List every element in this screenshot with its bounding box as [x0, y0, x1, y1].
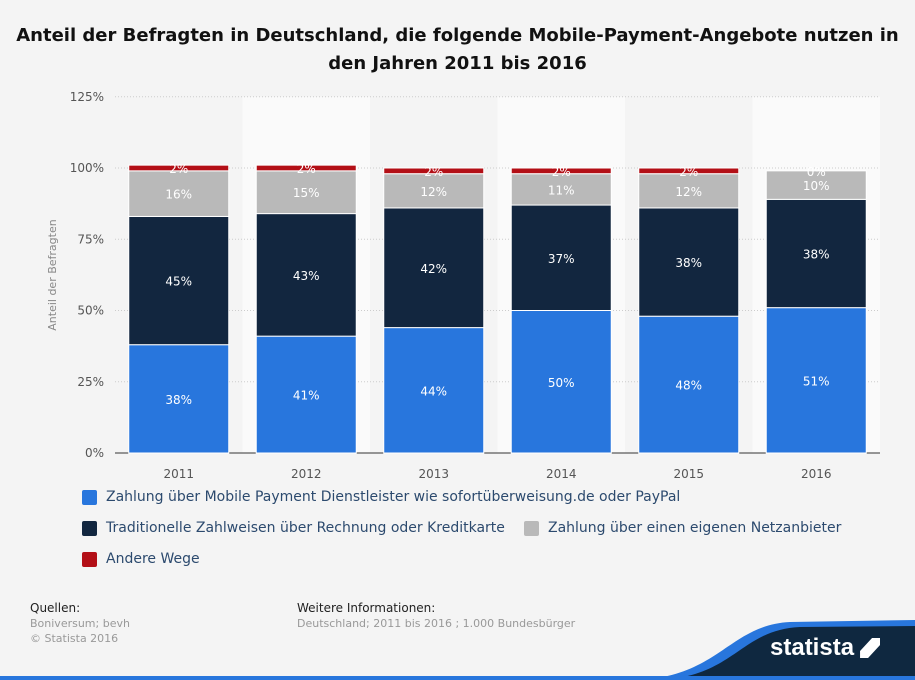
bar-segment: [510, 173, 612, 206]
data-label: 43%: [293, 269, 320, 283]
x-tick-label: 2012: [291, 467, 322, 481]
bar-segment: [255, 335, 357, 454]
bar-segment: [638, 167, 740, 175]
legend-label: Zahlung über einen eigenen Netzanbieter: [548, 520, 842, 536]
data-label: 50%: [548, 376, 575, 390]
chart-title: Anteil der Befragten in Deutschland, die…: [16, 25, 899, 74]
data-label: 2%: [552, 165, 571, 179]
bar-segment: [638, 173, 740, 209]
data-label: 45%: [165, 275, 192, 289]
bar-segment: [383, 327, 485, 454]
y-tick-label: 75%: [77, 232, 104, 246]
footer-band: [0, 620, 915, 680]
data-label: 15%: [293, 186, 320, 200]
y-tick-label: 0%: [85, 446, 104, 460]
y-tick-label: 50%: [77, 304, 104, 318]
data-label: 2%: [679, 165, 698, 179]
statista-logo[interactable]: statista: [770, 634, 881, 662]
copyright: © Statista 2016: [30, 632, 119, 645]
y-axis-label: Anteil der Befragten: [46, 219, 59, 330]
data-label: 37%: [548, 252, 575, 266]
data-label: 16%: [165, 188, 192, 202]
legend-item-traditional[interactable]: Traditionelle Zahlweisen über Rechnung o…: [82, 520, 505, 536]
chart: 0% 25% 50% 75% 100% 125% Anteil der Befragten 3…: [46, 90, 880, 481]
bar-segment: [255, 170, 357, 215]
data-label: 44%: [420, 384, 447, 398]
data-label: 38%: [165, 393, 192, 407]
y-tick-label: 125%: [70, 90, 104, 104]
legend-label: Andere Wege: [106, 551, 200, 567]
legend-item-network-provider[interactable]: Zahlung über einen eigenen Netzanbieter: [524, 520, 841, 536]
legend-swatch: [82, 489, 97, 505]
data-label: 51%: [803, 374, 830, 388]
legend-swatch: [82, 551, 97, 567]
bar-segment: [510, 310, 612, 454]
y-tick-label: 100%: [70, 161, 104, 175]
bar-segment: [255, 164, 357, 172]
bar-segment: [383, 207, 485, 329]
bar-segment: [765, 170, 867, 200]
legend-label: Traditionelle Zahlweisen über Rechnung o…: [106, 520, 505, 536]
logo-icon: [860, 638, 881, 658]
bar-segment: [638, 207, 740, 317]
data-label: 41%: [293, 389, 320, 403]
legend-item-mobile-payment[interactable]: Zahlung über Mobile Payment Dienstleiste…: [82, 489, 680, 505]
bar-segment: [765, 307, 867, 454]
data-label: 0%: [807, 165, 826, 179]
data-label: 2%: [169, 162, 188, 176]
bar-segment: [128, 215, 230, 346]
data-label: 48%: [675, 379, 702, 393]
bar-segment: [128, 170, 230, 217]
more-info-label: Weitere Informationen:: [297, 601, 436, 615]
data-label: 2%: [424, 165, 443, 179]
logo-text: statista: [770, 634, 855, 661]
bar-segment: [638, 315, 740, 454]
sources-text[interactable]: Boniversum; bevh: [30, 617, 130, 630]
bar-segment: [128, 164, 230, 172]
x-tick-label: 2016: [801, 467, 832, 481]
legend-swatch: [524, 520, 539, 536]
x-tick-label: 2015: [673, 467, 704, 481]
bar-segment: [383, 167, 485, 175]
more-info-text: Deutschland; 2011 bis 2016 ; 1.000 Bunde…: [297, 617, 576, 630]
bar-segment: [383, 173, 485, 209]
sources-label: Quellen:: [30, 601, 81, 615]
sources: Quellen: Boniversum; bevh © Statista 201…: [30, 601, 130, 646]
data-label: 12%: [420, 185, 447, 199]
data-label: 38%: [675, 256, 702, 270]
legend-swatch: [82, 520, 97, 536]
data-label: 11%: [548, 183, 575, 197]
data-label: 2%: [297, 162, 316, 176]
x-tick-label: 2011: [163, 467, 194, 481]
bar-segment: [510, 204, 612, 311]
data-label: 42%: [420, 262, 447, 276]
bar-segment: [128, 344, 230, 454]
y-tick-label: 25%: [77, 375, 104, 389]
data-label: 12%: [675, 185, 702, 199]
data-label: 38%: [803, 248, 830, 262]
more-info: Weitere Informationen: Deutschland; 2011…: [297, 601, 575, 631]
x-tick-label: 2014: [546, 467, 577, 481]
legend-item-other[interactable]: Andere Wege: [82, 551, 200, 567]
x-tick-label: 2013: [418, 467, 449, 481]
data-label: 10%: [803, 179, 830, 193]
bar-segment: [510, 167, 612, 175]
bar-segment: [255, 213, 357, 337]
legend-label: Zahlung über Mobile Payment Dienstleiste…: [106, 489, 681, 505]
